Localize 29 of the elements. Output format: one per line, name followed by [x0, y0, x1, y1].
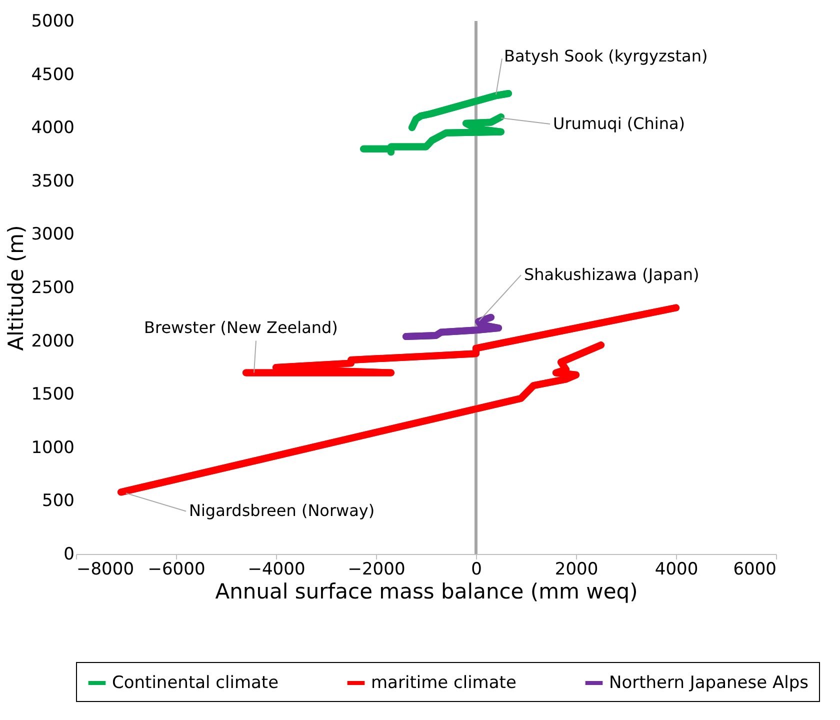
y-tick-label: 2000 [31, 331, 74, 352]
x-tick-label: −4000 [248, 560, 306, 580]
annotation: Nigardsbreen (Norway) [189, 501, 375, 520]
y-tick-label: 3000 [31, 224, 74, 245]
y-tick-label: 500 [42, 491, 74, 512]
y-tick-label: 1500 [31, 384, 74, 405]
y-tick-label: 5000 [31, 12, 74, 32]
x-tick-label: −6000 [148, 560, 206, 580]
x-tick-label: −8000 [76, 560, 134, 580]
legend-label: Continental climate [112, 673, 279, 693]
x-tick-label: 4000 [654, 560, 698, 580]
annotation: Batysh Sook (kyrgyzstan) [504, 46, 708, 66]
x-tick-label: 0 [471, 560, 482, 580]
legend-label: maritime climate [371, 673, 516, 693]
y-tick-label: 4500 [31, 64, 74, 85]
annotation: Urumuqi (China) [553, 114, 686, 134]
x-tick-label: 2000 [554, 560, 598, 580]
y-tick-label: 3500 [31, 171, 74, 192]
x-tick-label: 6000 [733, 560, 776, 580]
annotation: Shakushizawa (Japan) [524, 265, 700, 284]
y-tick-label: 0 [64, 544, 74, 564]
x-axis-title: Annual surface mass balance (mm weq) [215, 580, 638, 604]
y-tick-label: 1000 [31, 438, 74, 458]
y-tick-label: 2500 [31, 278, 74, 298]
x-tick-label: −2000 [348, 560, 406, 580]
y-axis-title: Altitude (m) [4, 225, 28, 351]
annotation: Brewster (New Zeeland) [144, 318, 338, 337]
legend-label: Northern Japanese Alps [609, 673, 809, 693]
y-tick-label: 4000 [31, 118, 74, 138]
